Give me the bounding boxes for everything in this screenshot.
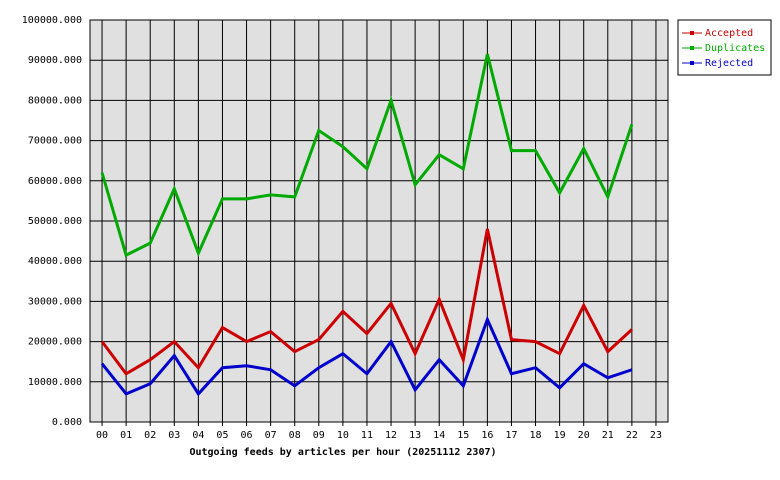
y-tick-label: 10000.000 — [28, 377, 82, 388]
x-tick-label: 05 — [216, 430, 228, 441]
series-line — [100, 228, 633, 376]
x-tick-label: 18 — [530, 430, 542, 441]
y-tick-label: 100000.000 — [22, 15, 82, 26]
x-tick-label: 00 — [96, 430, 108, 441]
x-tick-label: 04 — [192, 430, 204, 441]
legend-label: Accepted — [705, 28, 753, 39]
y-tick-label: 80000.000 — [28, 95, 82, 106]
x-tick-label: 02 — [144, 430, 156, 441]
x-tick-label: 07 — [265, 430, 277, 441]
x-tick-label: 12 — [385, 430, 397, 441]
x-tick-label: 11 — [361, 430, 373, 441]
x-tick-label: 23 — [650, 430, 662, 441]
x-tick-label: 21 — [602, 430, 614, 441]
x-tick-label: 20 — [578, 430, 590, 441]
legend-marker — [690, 46, 694, 50]
legend-marker — [690, 61, 694, 65]
y-tick-label: 40000.000 — [28, 256, 82, 267]
x-tick-label: 16 — [481, 430, 493, 441]
series-line — [100, 315, 633, 397]
legend-label: Rejected — [705, 58, 753, 69]
chart-title: Outgoing feeds by articles per hour (202… — [189, 446, 496, 458]
x-tick-label: 06 — [241, 430, 253, 441]
x-tick-label: 19 — [554, 430, 566, 441]
x-tick-label: 03 — [168, 430, 180, 441]
x-tick-label: 22 — [626, 430, 638, 441]
y-tick-label: 90000.000 — [28, 55, 82, 66]
series-line — [100, 53, 634, 258]
x-tick-label: 09 — [313, 430, 325, 441]
x-tick-label: 10 — [337, 430, 349, 441]
legend-marker — [690, 31, 694, 35]
y-tick-label: 70000.000 — [28, 136, 82, 147]
y-tick-label: 50000.000 — [28, 216, 82, 227]
y-tick-label: 20000.000 — [28, 337, 82, 348]
y-tick-label: 60000.000 — [28, 176, 82, 187]
y-tick-label: 0.000 — [52, 417, 82, 428]
x-tick-label: 14 — [433, 430, 445, 441]
legend-label: Duplicates — [705, 43, 765, 54]
y-tick-label: 30000.000 — [28, 296, 82, 307]
x-tick-label: 08 — [289, 430, 301, 441]
x-tick-label: 17 — [505, 430, 517, 441]
x-tick-label: 13 — [409, 430, 421, 441]
x-tick-label: 01 — [120, 430, 132, 441]
x-tick-label: 15 — [457, 430, 469, 441]
